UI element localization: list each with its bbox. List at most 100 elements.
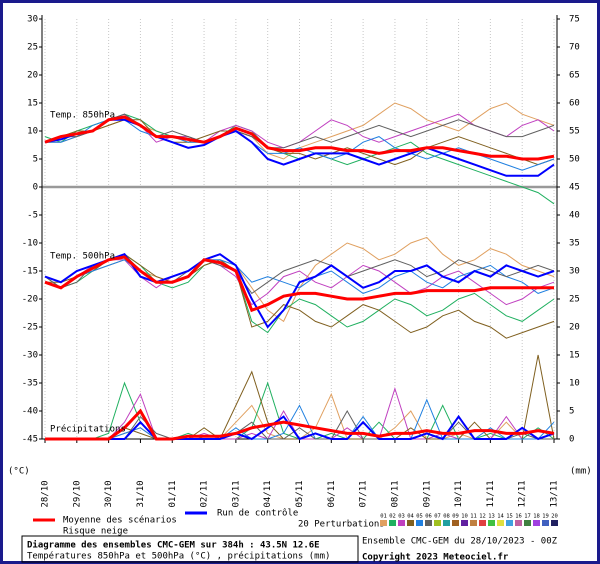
precip-line bbox=[45, 409, 554, 440]
footer-run: Ensemble CMC-GEM du 28/10/2023 - 00Z bbox=[362, 537, 558, 547]
x-tick-label: 06/11 bbox=[327, 480, 337, 507]
legend-label: 03 bbox=[398, 514, 405, 520]
x-tick-label: 04/11 bbox=[263, 480, 273, 507]
y-tick-label: -20 bbox=[22, 295, 38, 305]
y2-tick-label: 5 bbox=[569, 407, 574, 417]
y2-tick-label: 40 bbox=[569, 211, 580, 221]
y2-unit: (mm) bbox=[570, 467, 592, 477]
y2-tick-label: 45 bbox=[569, 183, 580, 193]
footer-box bbox=[21, 535, 359, 563]
legend-label: 11 bbox=[470, 514, 477, 520]
legend-swatch bbox=[524, 520, 531, 526]
y2-tick-label: 20 bbox=[569, 323, 580, 333]
annotation: Temp. 500hPa bbox=[50, 252, 115, 262]
legend-swatch bbox=[479, 520, 486, 526]
legend-swatch bbox=[380, 520, 387, 526]
x-tick-label: 01/11 bbox=[168, 480, 178, 507]
y-tick-label: 5 bbox=[33, 155, 38, 165]
legend-label: 05 bbox=[416, 514, 423, 520]
legend-snow: Risque neige bbox=[63, 527, 128, 537]
x-tick-label: 05/11 bbox=[295, 480, 305, 507]
legend-label: 16 bbox=[515, 514, 522, 520]
t850-line bbox=[44, 115, 555, 161]
y2-tick-label: 0 bbox=[569, 435, 574, 445]
x-tick-label: 10/11 bbox=[454, 480, 464, 507]
legend-swatch bbox=[452, 520, 459, 526]
y-tick-label: 30 bbox=[27, 15, 38, 25]
plot-area: 28/10 29/10 30/10 31/10 01/11 02/11 03/11 04/11… bbox=[22, 15, 580, 508]
y-tick-label: -10 bbox=[22, 239, 38, 249]
x-tick-label: 31/10 bbox=[136, 480, 146, 507]
legend-label: 01 bbox=[380, 514, 387, 520]
y-tick-label: -25 bbox=[22, 323, 38, 333]
legend-label: 02 bbox=[389, 514, 396, 520]
y2-tick-label: 55 bbox=[569, 127, 580, 137]
t500-line bbox=[45, 253, 555, 339]
y2-tick-label: 75 bbox=[569, 15, 580, 25]
legend-swatch bbox=[470, 520, 477, 526]
legend-swatch bbox=[434, 520, 441, 526]
x-tick-label: 02/11 bbox=[200, 480, 210, 507]
x-tick-label: 12/11 bbox=[518, 480, 528, 507]
legend-swatch bbox=[461, 520, 468, 526]
y-tick-label: -40 bbox=[22, 407, 38, 417]
y-tick-label: -30 bbox=[22, 351, 38, 361]
legend-swatch bbox=[488, 520, 495, 526]
legend-label: 04 bbox=[407, 514, 414, 520]
legend-swatch bbox=[416, 520, 423, 526]
footer-copyright: Copyright 2023 Meteociel.fr bbox=[362, 552, 509, 563]
legend-label: 10 bbox=[461, 514, 468, 520]
t500-line bbox=[44, 255, 554, 313]
x-tick-label: 11/11 bbox=[486, 480, 496, 507]
y-unit: (°C) bbox=[8, 467, 30, 477]
t500-line bbox=[44, 259, 555, 306]
y-tick-label: 15 bbox=[27, 99, 38, 109]
y2-tick-label: 35 bbox=[569, 239, 580, 249]
y-tick-label: 10 bbox=[27, 127, 38, 137]
legend-swatch bbox=[398, 520, 405, 526]
y2-tick-label: 60 bbox=[569, 99, 580, 109]
y-tick-label: -35 bbox=[22, 379, 38, 389]
legend-perturbations: 20 Perturbations bbox=[298, 520, 385, 530]
legend-label: 09 bbox=[452, 514, 459, 520]
y-tick-label: -15 bbox=[22, 267, 38, 277]
x-tick-label: 29/10 bbox=[72, 480, 82, 507]
footer-subtitle: Températures 850hPa et 500hPa (°C) , pré… bbox=[27, 551, 330, 562]
x-tick-label: 28/10 bbox=[41, 480, 51, 507]
legend-swatch bbox=[533, 520, 540, 526]
legend-label: 20 bbox=[551, 514, 558, 520]
legend-label: 08 bbox=[443, 514, 450, 520]
precip-line bbox=[45, 408, 555, 441]
x-tick-label: 09/11 bbox=[422, 480, 432, 507]
legend-label: 15 bbox=[506, 514, 513, 520]
x-tick-label: 03/11 bbox=[231, 480, 241, 507]
annotation: Temp. 850hPa bbox=[50, 111, 115, 121]
x-tick-label: 08/11 bbox=[390, 480, 400, 507]
legend-swatch bbox=[425, 520, 432, 526]
y-tick-label: -5 bbox=[27, 211, 38, 221]
legend-swatch bbox=[443, 520, 450, 526]
legend-swatch bbox=[551, 520, 558, 526]
footer-title: Diagramme des ensembles CMC-GEM sur 384h… bbox=[27, 540, 320, 551]
y2-tick-label: 30 bbox=[569, 267, 580, 277]
y2-tick-label: 25 bbox=[569, 295, 580, 305]
y-tick-label: 20 bbox=[27, 71, 38, 81]
annotation: Précipitations bbox=[50, 424, 126, 435]
t850-line bbox=[44, 118, 555, 177]
y-tick-label: 0 bbox=[33, 183, 38, 193]
legend-label: 13 bbox=[488, 514, 495, 520]
legend-label: 07 bbox=[434, 514, 441, 520]
y2-tick-label: 10 bbox=[569, 379, 580, 389]
y2-tick-label: 50 bbox=[569, 155, 580, 165]
x-tick-label: 07/11 bbox=[359, 480, 369, 507]
legend-swatch bbox=[497, 520, 504, 526]
legend-label: 17 bbox=[524, 514, 531, 520]
legend-label: 14 bbox=[497, 514, 504, 520]
legend-label: 19 bbox=[542, 514, 549, 520]
legend-label: 06 bbox=[425, 514, 432, 520]
y2-tick-label: 70 bbox=[569, 43, 580, 53]
y-tick-label: -45 bbox=[22, 435, 38, 445]
legend-swatch bbox=[389, 520, 396, 526]
legend-swatch bbox=[407, 520, 414, 526]
